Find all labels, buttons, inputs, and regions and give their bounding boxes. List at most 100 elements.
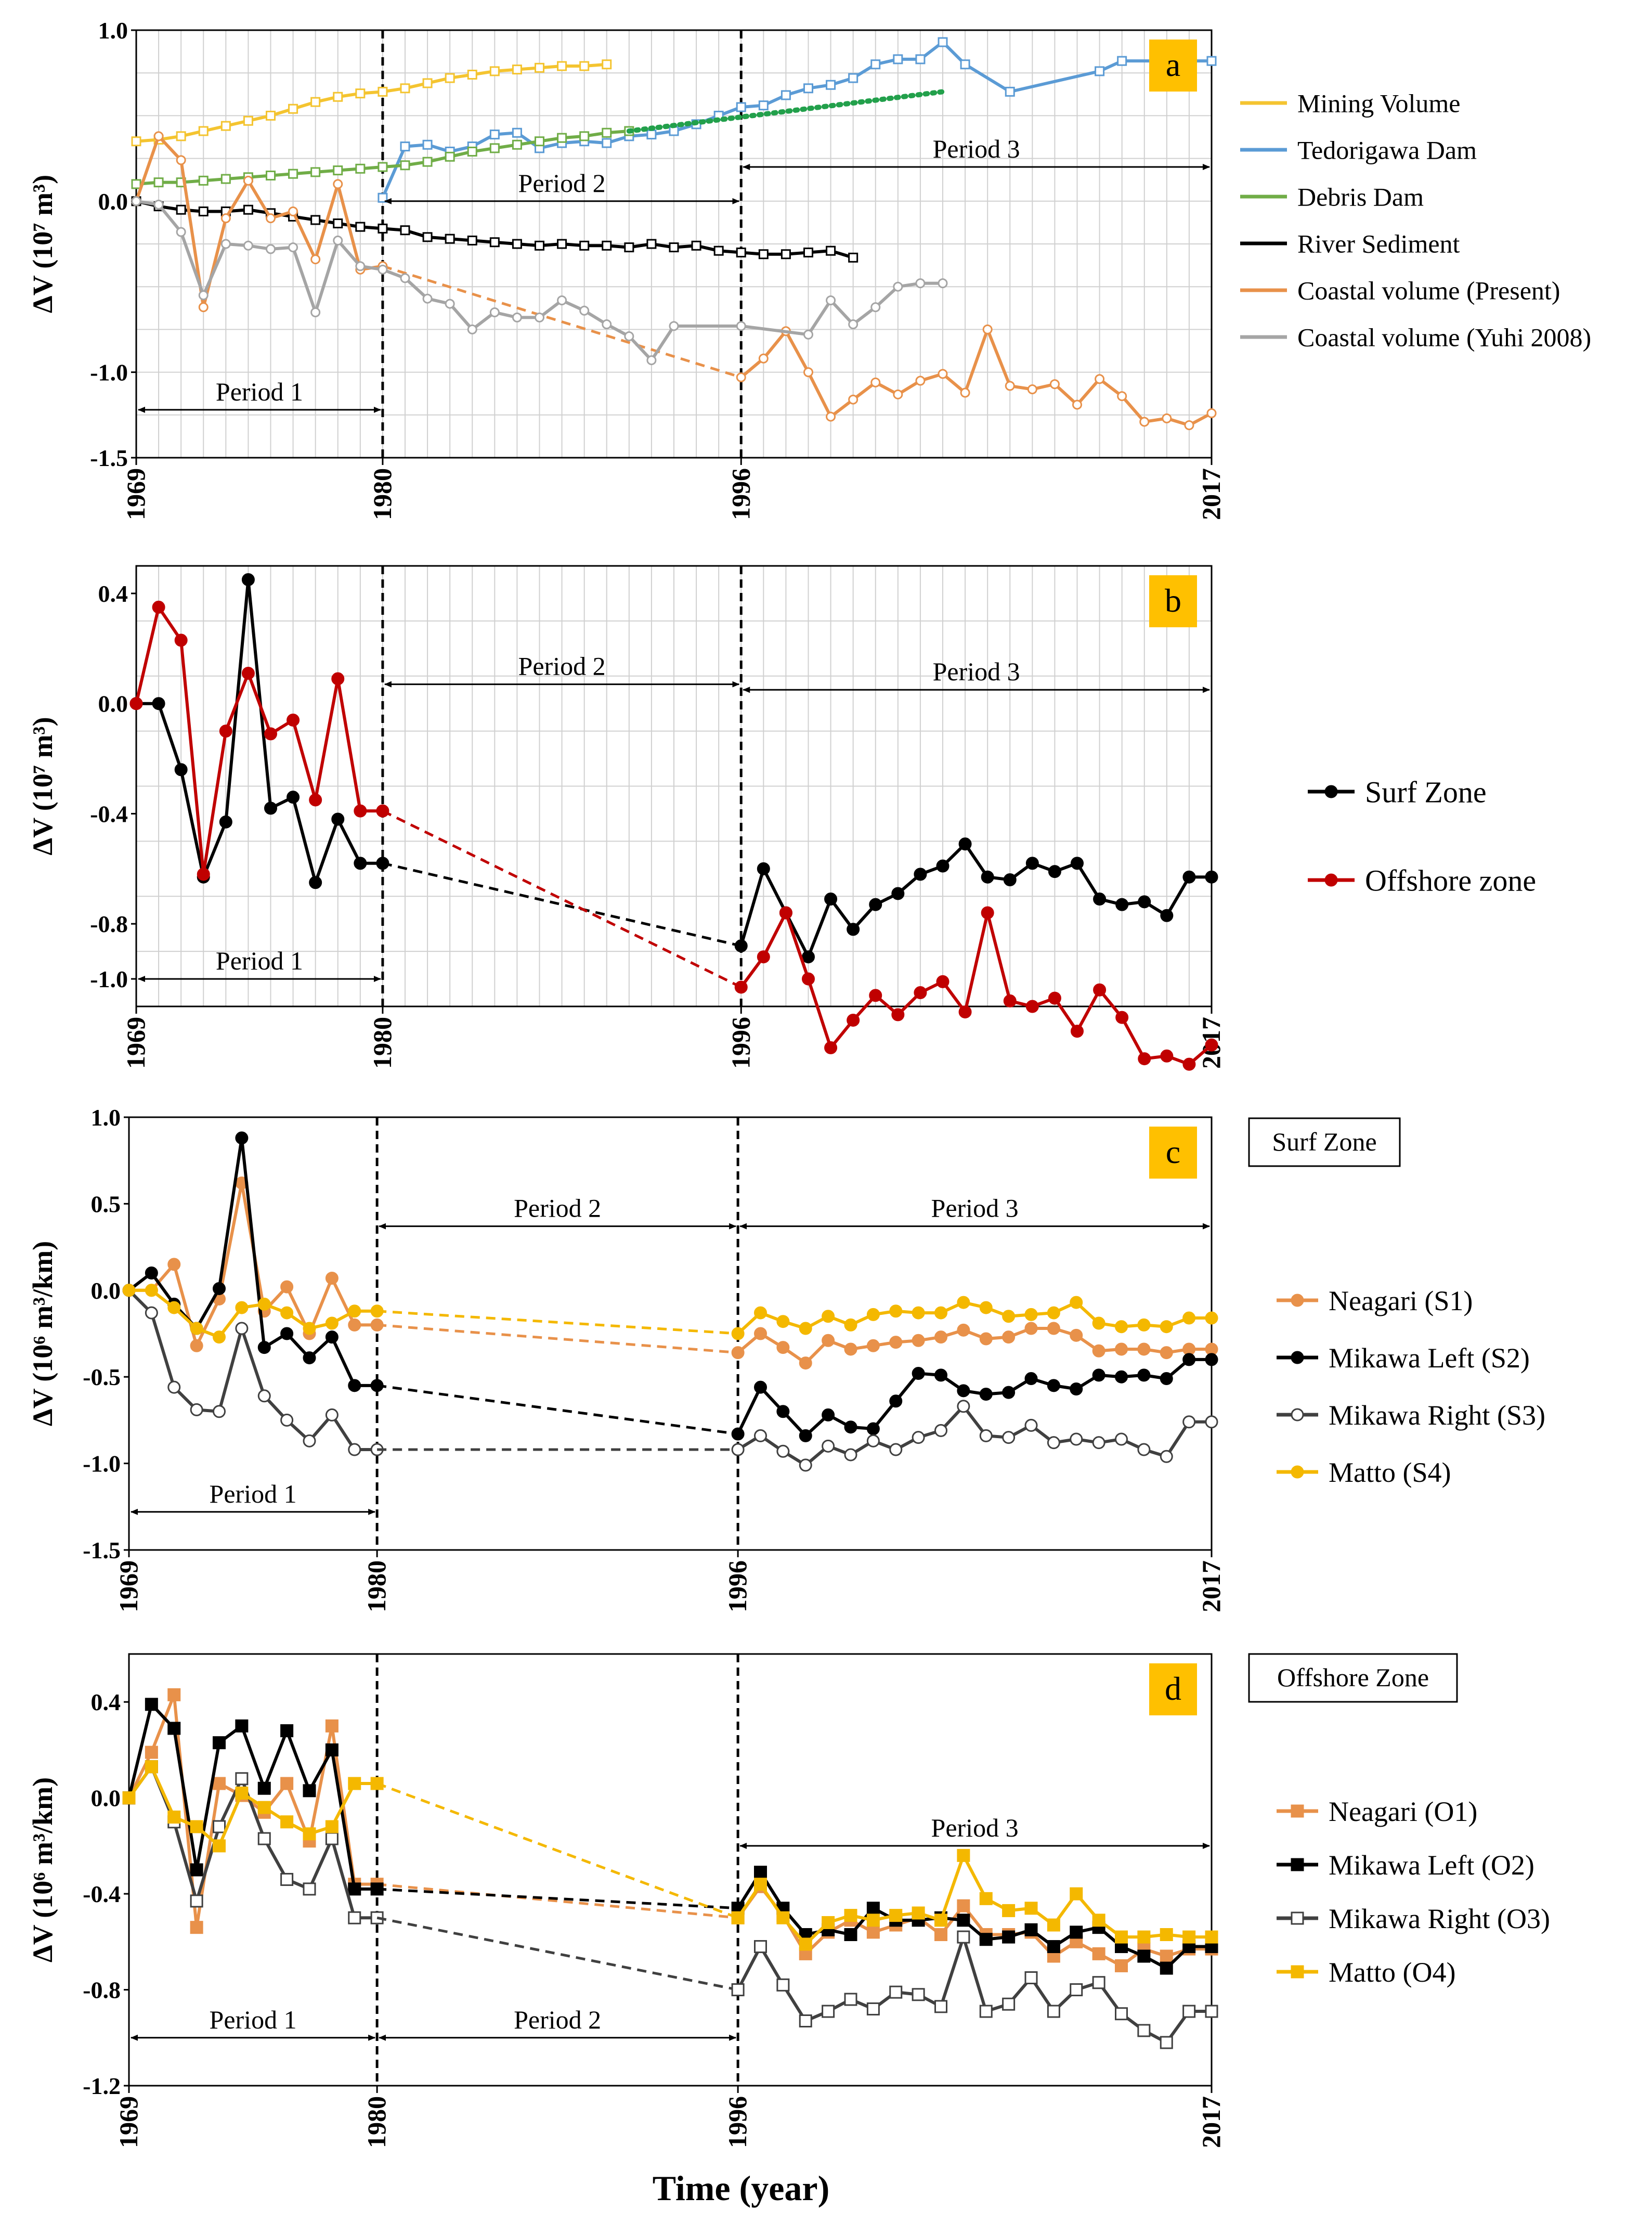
- data-point-mining-volume: [355, 88, 366, 99]
- data-point-debris-dam: [467, 146, 477, 157]
- period-label: Period 1: [210, 2005, 297, 2034]
- data-point-matto-o4: [190, 1820, 203, 1833]
- data-point-mining-volume: [422, 78, 433, 88]
- panel-badge-label: c: [1166, 1133, 1180, 1170]
- data-point-offshore-zone: [331, 672, 345, 686]
- data-point-matto-1996-2017: [1024, 1902, 1038, 1915]
- data-point-river-sediment: [848, 252, 858, 263]
- data-point-mikawa-right-s3: [348, 1443, 361, 1456]
- data-point-matto-s4: [167, 1301, 181, 1314]
- data-point-surf-zone: [152, 697, 165, 710]
- period-label: Period 1: [216, 946, 303, 975]
- data-point-neagari-s1: [325, 1272, 339, 1285]
- legend-label: River Sediment: [1297, 229, 1460, 259]
- data-point-matto-1996-2017: [1002, 1310, 1016, 1323]
- data-point-mikawa-right-o3: [280, 1872, 294, 1886]
- series-line-trend: [626, 89, 945, 134]
- data-point-mikawa-left-1996-2017: [889, 1394, 903, 1408]
- data-point-mikawa-left-1996-2017: [844, 1928, 857, 1941]
- legend-b: Surf Zone Offshore zone: [1308, 775, 1536, 897]
- data-point-coastal-volume-present-1996-2017: [915, 376, 926, 386]
- data-point-coastal-volume-present: [198, 302, 209, 313]
- panel-badge-label: a: [1166, 46, 1180, 83]
- series-group-a: [131, 37, 1217, 431]
- data-point-mikawa-left-o2: [280, 1724, 294, 1738]
- legend-label: Coastal volume (Present): [1297, 276, 1560, 305]
- data-point-surf-zone: [287, 791, 300, 804]
- x-tick-label: 1980: [362, 2096, 391, 2148]
- data-point-matto-1996-2017: [1160, 1928, 1173, 1941]
- data-point-coastal-volume-present-1996-2017: [938, 369, 948, 379]
- data-point-mikawa-right-1996-2017: [1092, 1976, 1105, 1989]
- data-point-coastal-volume-present: [220, 213, 231, 224]
- data-point-mikawa-right-1996-2017: [979, 2005, 993, 2018]
- data-point-mining-volume: [310, 97, 321, 107]
- data-point-tedorigawa-dam: [669, 126, 679, 136]
- data-point-debris-dam: [198, 175, 209, 186]
- data-point-mikawa-right-1996-2017: [844, 1448, 857, 1462]
- data-point-neagari-1996-2017: [912, 1334, 925, 1347]
- series-line-matto-gap: [376, 1310, 738, 1335]
- data-point-mikawa-right-1996-2017: [1002, 1431, 1016, 1444]
- data-point-offshore-zone: [152, 600, 165, 614]
- data-point-mikawa-left-1996-2017: [776, 1405, 790, 1418]
- data-point-offshore-zone-1996-2017: [891, 1008, 905, 1022]
- data-point-river-sediment: [691, 240, 701, 251]
- data-point-coastal-volume-present-1996-2017: [758, 353, 769, 364]
- data-point-coastal-volume-present: [266, 213, 276, 224]
- data-point-matto-1996-2017: [731, 1911, 745, 1924]
- data-point-river-sediment: [310, 215, 321, 225]
- data-point-mikawa-left-o2: [303, 1784, 316, 1798]
- data-point-mikawa-right-1996-2017: [1070, 1432, 1083, 1446]
- data-point-coastal-volume-present-1996-2017: [1027, 384, 1037, 394]
- series-line-coastal-volume-present-gap: [382, 265, 742, 379]
- data-point-mikawa-right-1996-2017: [799, 2014, 812, 2027]
- period-label: Period 3: [933, 134, 1020, 163]
- data-point-mining-volume: [602, 59, 612, 70]
- data-point-mikawa-left-1996-2017: [934, 1368, 947, 1382]
- data-point-matto-o4: [145, 1760, 158, 1774]
- data-point-matto-o4: [348, 1777, 361, 1790]
- data-point-mikawa-right-s3: [235, 1322, 249, 1335]
- data-point-tedorigawa-dam: [893, 54, 903, 64]
- y-tick-label: -1.0: [90, 359, 128, 386]
- data-point-river-sediment: [803, 247, 813, 257]
- data-point-mikawa-right-s3: [280, 1413, 294, 1427]
- data-point-river-sediment: [467, 235, 477, 245]
- data-point-debris-dam: [400, 160, 410, 171]
- data-point-mikawa-left-1996-2017: [754, 1380, 767, 1394]
- data-point-coastal-volume-present-1996-2017: [1095, 374, 1105, 384]
- data-point-coastal-volume-present-1996-2017: [1117, 391, 1127, 402]
- data-point-offshore-zone-1996-2017: [914, 986, 927, 1000]
- legend-label: Matto (S4): [1329, 1457, 1451, 1488]
- data-point-matto-1996-2017: [889, 1909, 903, 1922]
- data-point-tedorigawa-dam: [960, 59, 970, 70]
- data-point-mining-volume: [176, 131, 186, 141]
- y-tick-label: 0.0: [98, 691, 128, 717]
- data-point-coastal-volume-present-1996-2017: [803, 367, 813, 378]
- data-point-debris-dam: [153, 177, 164, 188]
- data-point-matto-1996-2017: [1115, 1320, 1128, 1334]
- data-point-surf-zone-1996-2017: [1071, 857, 1084, 870]
- data-point-tedorigawa-dam: [1117, 56, 1127, 66]
- legend-label: Coastal volume (Yuhi 2008): [1297, 323, 1591, 352]
- data-point-mikawa-left-1996-2017: [1070, 1925, 1083, 1939]
- data-point-offshore-zone: [219, 725, 232, 738]
- period-label: Period 1: [216, 377, 303, 406]
- data-point-mikawa-left-1996-2017: [957, 1384, 970, 1398]
- data-point-mikawa-right-1996-2017: [866, 2002, 880, 2015]
- data-point-mining-volume: [220, 121, 231, 131]
- data-point-mining-volume: [467, 69, 477, 80]
- data-point-river-sediment: [646, 239, 657, 249]
- data-point-mikawa-left-1996-2017: [799, 1429, 812, 1442]
- legend-label: Mikawa Left (S2): [1329, 1342, 1530, 1374]
- data-point-river-sediment: [198, 206, 209, 217]
- data-point-mikawa-right-1996-2017: [1002, 1997, 1016, 2011]
- data-point-debris-dam: [333, 165, 343, 176]
- data-point-mikawa-right-1996-2017: [799, 1458, 812, 1472]
- data-point-mikawa-left-1996-2017: [1160, 1961, 1173, 1975]
- data-point-mikawa-left-1996-2017: [979, 1933, 993, 1946]
- series-line-neagari-1996-2017: [736, 1885, 1212, 1968]
- data-point-coastal-volume-yuhi-2008: [826, 295, 836, 306]
- legend-swatch-marker: [1291, 1351, 1304, 1364]
